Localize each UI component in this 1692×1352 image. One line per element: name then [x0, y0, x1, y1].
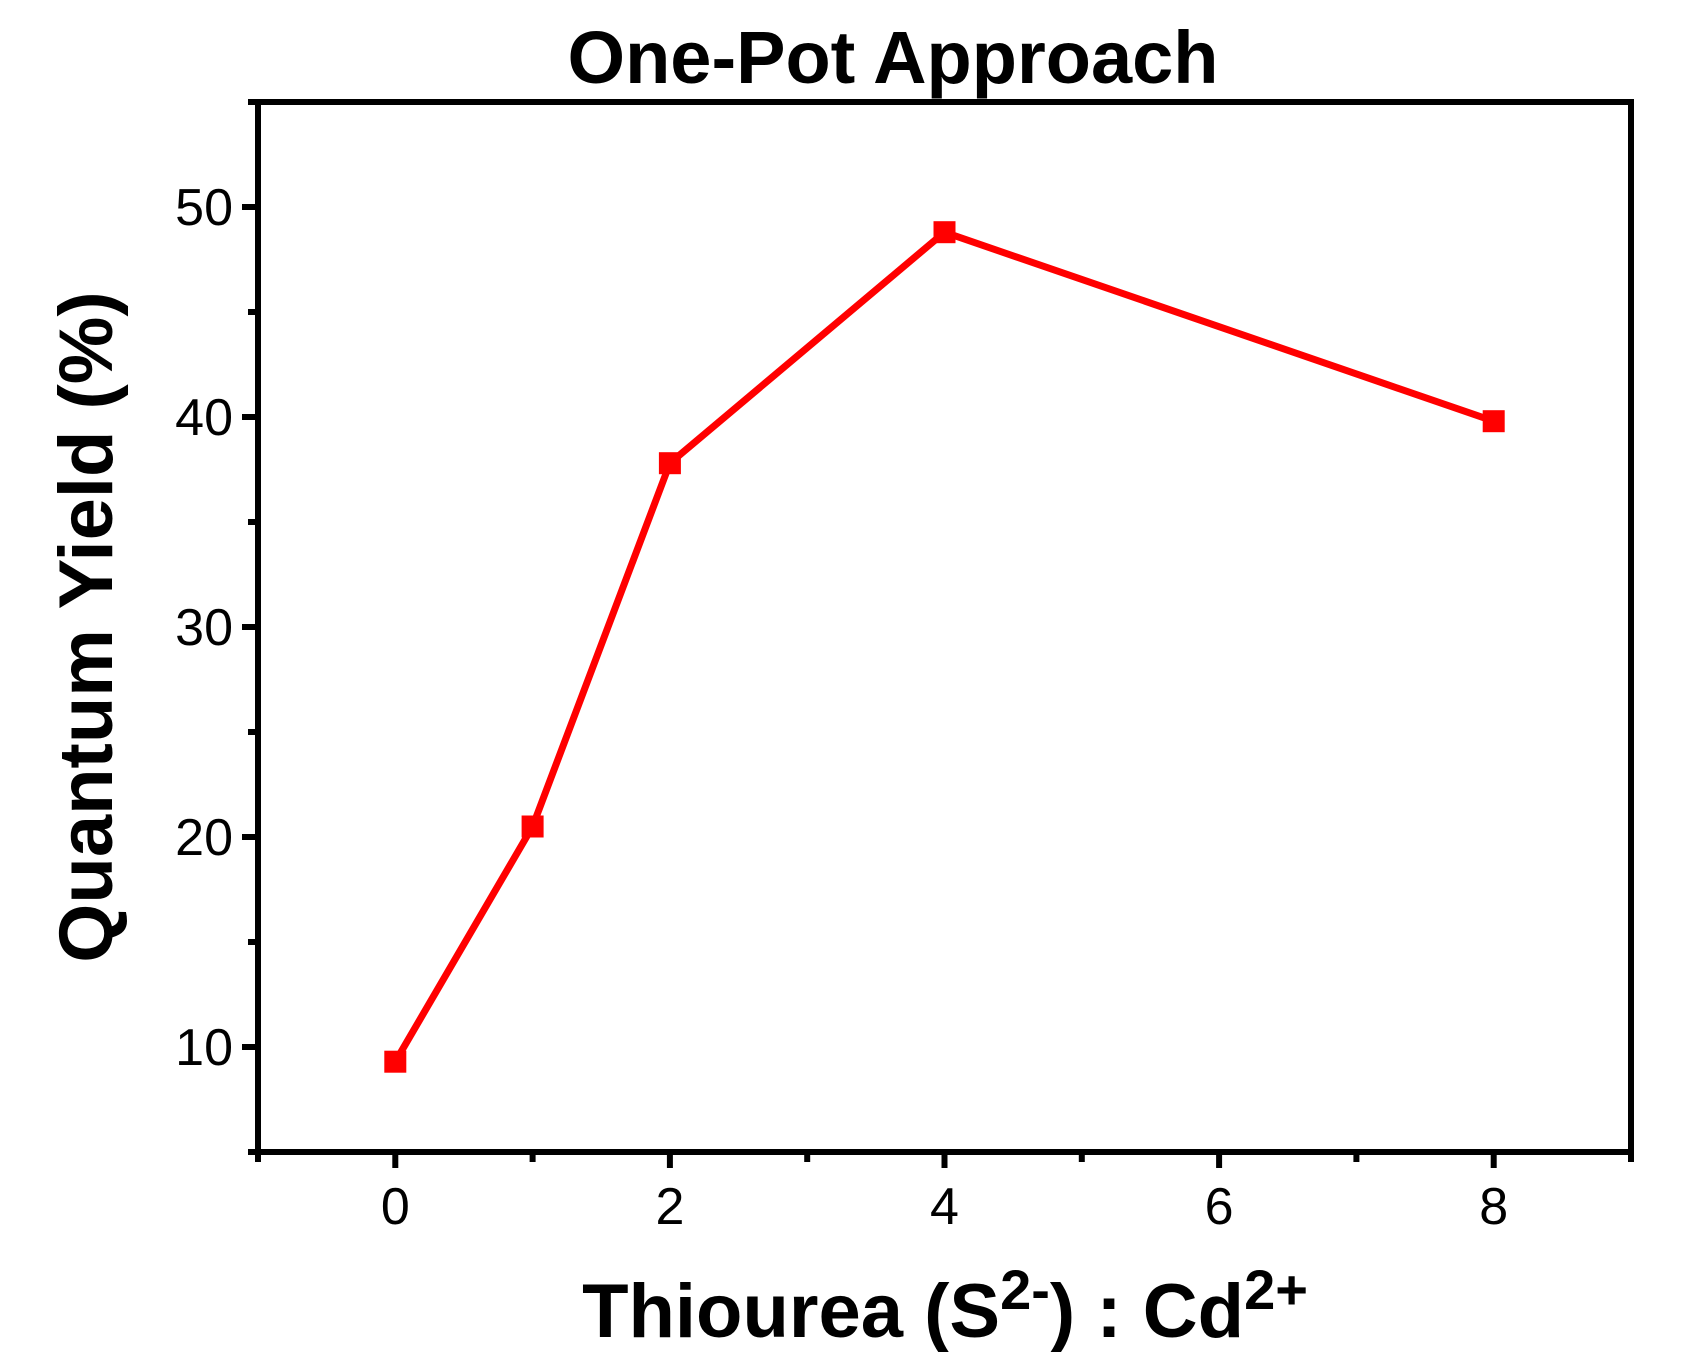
data-series — [384, 221, 1505, 1073]
chart-title: One-Pot Approach — [568, 16, 1219, 99]
data-point-marker — [384, 1050, 407, 1073]
data-point-marker — [1482, 410, 1505, 433]
plot-frame — [255, 99, 1634, 1155]
x-axis-label-part: ) : Cd — [1050, 1269, 1244, 1352]
x-axis-label: Thiourea (S2-) : Cd2+ — [582, 1258, 1308, 1352]
x-axis-label-part: Thiourea (S — [582, 1269, 1000, 1352]
series-line — [392, 228, 1495, 1064]
x-tick-label: 0 — [381, 1178, 410, 1236]
x-tick-label: 2 — [655, 1178, 684, 1236]
y-tick-label: 20 — [175, 809, 233, 867]
x-tick-label: 6 — [1205, 1178, 1234, 1236]
y-tick-label: 50 — [175, 179, 233, 237]
y-tick-label: 10 — [175, 1019, 233, 1077]
y-tick-label: 40 — [175, 389, 233, 447]
x-tick-label: 4 — [930, 1178, 959, 1236]
axis-ticks: 0 2 4 6 8 10 20 30 40 50 — [175, 99, 1634, 1236]
x-axis-label-superscript: 2+ — [1244, 1258, 1308, 1321]
x-axis-label-superscript: 2- — [1000, 1258, 1050, 1321]
data-point-marker — [521, 815, 544, 838]
y-axis-label: Quantum Yield (%) — [44, 291, 129, 962]
data-point-marker — [933, 221, 956, 244]
y-tick-label: 30 — [175, 599, 233, 657]
x-tick-label: 8 — [1479, 1178, 1508, 1236]
data-point-marker — [658, 452, 681, 475]
